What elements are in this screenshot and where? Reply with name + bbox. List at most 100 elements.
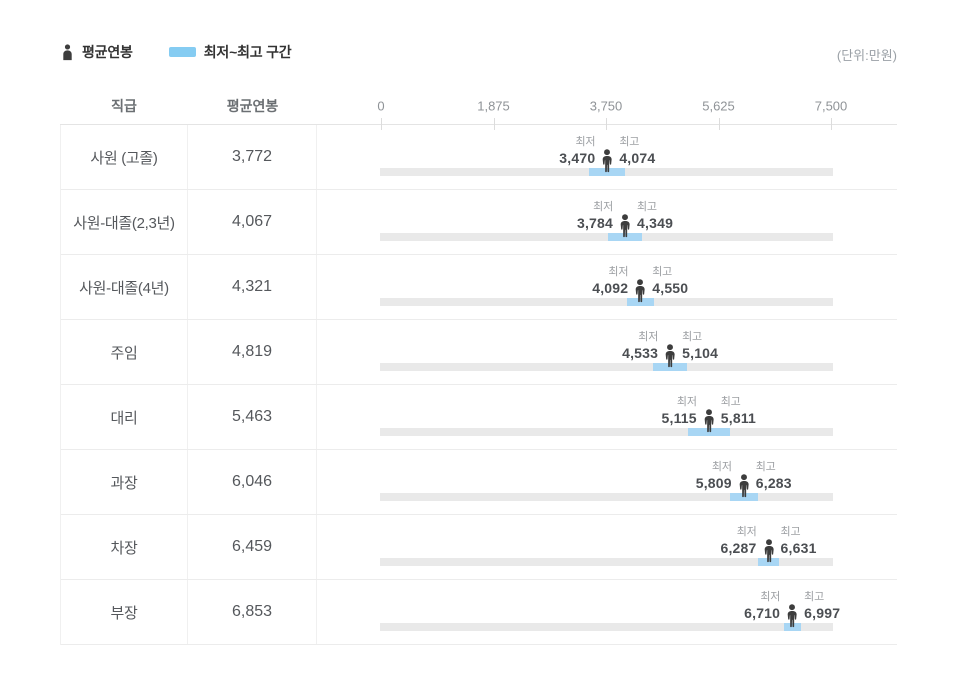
max-value-block: 최고 6,997: [804, 591, 841, 621]
max-value-block: 최고 6,631: [780, 526, 817, 556]
min-value-block: 최저 3,470: [559, 136, 596, 166]
average-salary-value: 5,463: [188, 385, 317, 449]
header-average-salary: 평균연봉: [226, 98, 279, 114]
salary-track-bar: [380, 493, 833, 501]
axis-tick-mark: [493, 118, 495, 130]
table-row: 사원-대졸(2,3년) 4,067 최저 3,784 최고 4,349: [61, 190, 897, 255]
min-value-block: 최저 3,784: [576, 201, 614, 231]
max-label: 최고: [720, 396, 741, 408]
axis-tick-label: 5,625: [702, 98, 735, 114]
max-value: 6,631: [780, 540, 817, 556]
min-value: 3,470: [559, 150, 596, 166]
position-label: 사원-대졸(4년): [61, 255, 188, 319]
unit-note: (단위:만원): [836, 48, 897, 63]
max-value-block: 최고 5,104: [682, 331, 719, 361]
min-max-range-bar: [589, 168, 626, 176]
min-label: 최저: [593, 201, 614, 213]
table-row: 사원-대졸(4년) 4,321 최저 4,092 최고 4,550: [61, 255, 897, 320]
max-value-block: 최고 4,349: [637, 201, 674, 231]
axis-tick-mark: [381, 118, 382, 130]
max-label: 최고: [637, 201, 657, 213]
average-salary-value: 6,853: [188, 580, 317, 644]
salary-track-bar: [380, 298, 833, 306]
average-salary-value: 3,772: [188, 125, 317, 189]
average-person-icon: [736, 471, 752, 501]
max-value: 4,550: [652, 280, 689, 296]
min-label: 최저: [760, 591, 781, 603]
max-value: 5,811: [720, 410, 757, 426]
min-value-block: 최저 6,710: [744, 591, 781, 621]
position-label: 차장: [61, 515, 188, 579]
min-value-block: 최저 5,809: [695, 461, 732, 491]
max-label: 최고: [755, 461, 776, 473]
table-header: 직급 평균연봉 0 1,875 3,750 5,625 7,500: [60, 88, 897, 130]
min-value-block: 최저 5,115: [662, 396, 697, 426]
position-label: 부장: [61, 580, 188, 644]
position-label: 주임: [61, 320, 188, 384]
legend-average-label: 평균연봉: [82, 44, 133, 60]
axis-tick-label: 7,500: [814, 98, 848, 114]
min-max-range-bar: [729, 493, 758, 501]
min-label: 최저: [575, 136, 596, 148]
position-label: 대리: [61, 385, 188, 449]
min-value: 6,287: [720, 540, 757, 556]
average-salary-value: 6,459: [188, 515, 317, 579]
position-label: 사원-대졸(2,3년): [61, 190, 188, 254]
average-salary-value: 4,321: [188, 255, 317, 319]
range-chart-cell: 최저 6,710 최고 6,997: [317, 580, 897, 644]
salary-track-bar: [380, 558, 833, 566]
min-max-range-bar: [758, 558, 779, 566]
max-value-block: 최고 4,074: [619, 137, 656, 166]
max-label: 최고: [804, 591, 825, 603]
max-value: 6,283: [755, 475, 792, 491]
position-label: 사원 (고졸): [61, 125, 188, 189]
table-row: 과장 6,046 최저 5,809 최고 6,283: [61, 450, 897, 515]
max-label: 최고: [780, 526, 801, 538]
min-value: 4,533: [622, 345, 659, 361]
max-value-block: 최고 4,550: [652, 266, 689, 296]
salary-track-bar: [380, 363, 833, 371]
range-chart-cell: 최저 3,470 최고 4,074: [317, 125, 897, 189]
average-person-icon: [599, 146, 615, 176]
axis-tick-mark: [831, 118, 832, 130]
average-person-icon: [632, 276, 648, 306]
salary-track-bar: [380, 233, 833, 241]
salary-track-bar: [380, 428, 833, 436]
header-axis: 0 1,875 3,750 5,625 7,500: [317, 88, 897, 130]
average-person-icon: [701, 406, 717, 436]
max-value: 4,349: [637, 215, 674, 231]
max-label: 최고: [682, 331, 702, 343]
min-label: 최저: [736, 526, 757, 538]
max-value: 4,074: [619, 150, 656, 166]
average-salary-value: 6,046: [188, 450, 317, 514]
header-position: 직급: [111, 98, 137, 114]
legend-range-label: 최저~최고 구간: [203, 44, 292, 60]
salary-track-bar: [380, 623, 833, 631]
average-person-icon: [784, 601, 800, 631]
min-label: 최저: [676, 396, 697, 408]
range-chart-cell: 최저 5,115 최고 5,811: [317, 385, 897, 449]
range-chart-cell: 최저 4,533 최고 5,104: [317, 320, 897, 384]
legend-min-max-range: 최저~최고 구간: [168, 42, 292, 62]
person-icon: [60, 43, 75, 61]
max-value: 6,997: [804, 605, 841, 621]
min-value: 5,809: [695, 475, 732, 491]
range-chart-cell: 최저 3,784 최고 4,349: [317, 190, 897, 254]
axis-tick-label: 3,750: [589, 98, 623, 114]
min-max-range-bar: [608, 233, 642, 241]
min-value-block: 최저 4,092: [592, 266, 629, 296]
min-label: 최저: [711, 461, 732, 473]
min-value-block: 최저 6,287: [720, 526, 757, 556]
min-max-range-bar: [652, 363, 688, 371]
min-value: 3,784: [576, 215, 614, 231]
min-label: 최저: [608, 266, 629, 278]
table-row: 대리 5,463 최저 5,115 최고 5,811: [61, 385, 897, 450]
max-label: 최고: [652, 266, 673, 278]
max-value-block: 최고 6,283: [755, 461, 792, 491]
range-chart-cell: 최저 5,809 최고 6,283: [317, 450, 897, 514]
range-swatch-icon: [168, 47, 196, 57]
max-value: 5,104: [682, 345, 719, 361]
legend-average-salary: 평균연봉: [60, 42, 133, 62]
min-value: 4,092: [592, 280, 629, 296]
